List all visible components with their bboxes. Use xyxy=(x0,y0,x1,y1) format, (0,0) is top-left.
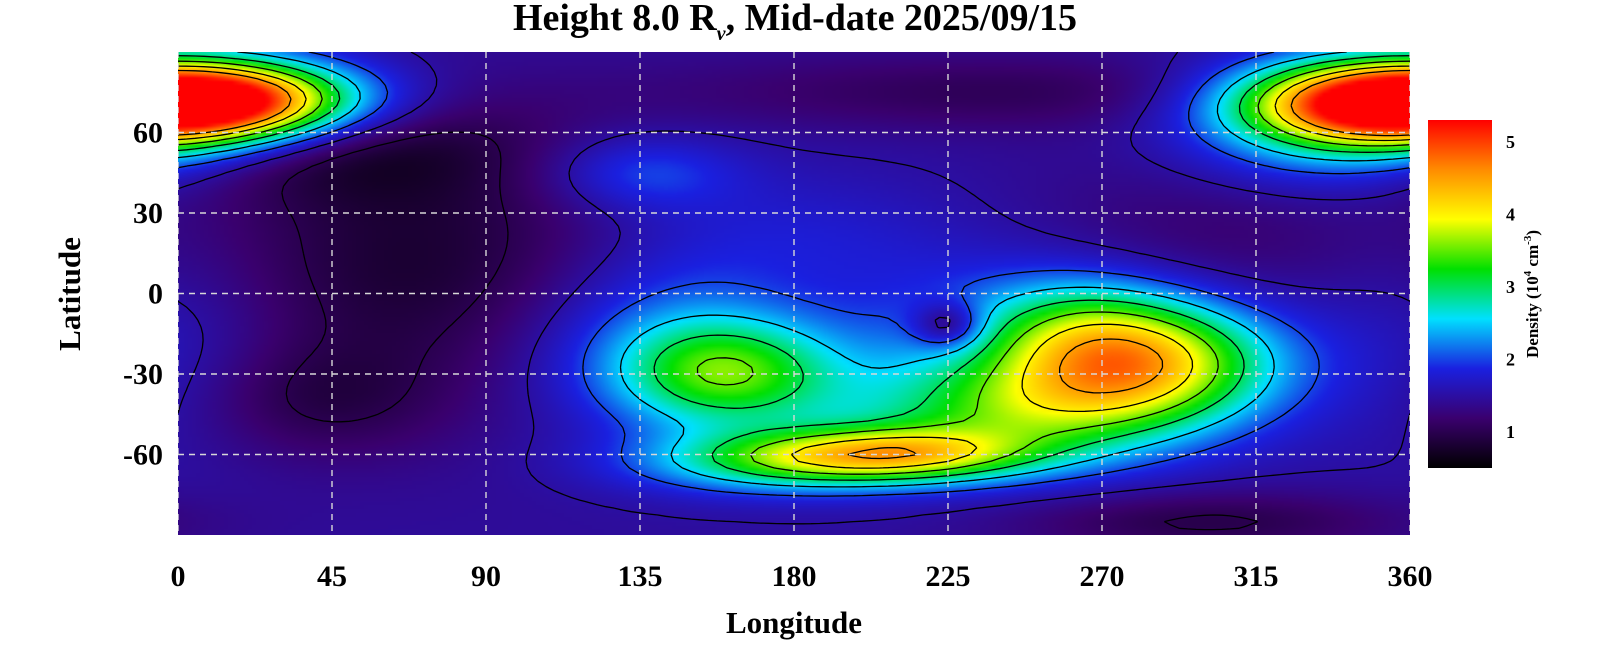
x-tick-label-3: 135 xyxy=(618,560,663,593)
x-tick-label-5: 225 xyxy=(926,560,971,593)
y-axis-ticks: 60 30 0 -30 -60 xyxy=(123,117,163,472)
x-tick-label-1: 45 xyxy=(317,560,347,593)
y-tick-label-1: 30 xyxy=(133,197,163,230)
colorbar-tick-label-2: 3 xyxy=(1506,277,1515,297)
contour-level-0 xyxy=(281,131,1258,531)
contour-level-1 xyxy=(178,52,1410,525)
colorbar-tick-label-0: 1 xyxy=(1506,422,1515,442)
y-tick-label-3: -30 xyxy=(123,358,163,391)
colorbar-tick-label-4: 5 xyxy=(1506,132,1515,152)
gridlines xyxy=(178,52,1410,535)
colorbar-tick-label-1: 2 xyxy=(1506,349,1515,369)
chart-title: Height 8.0 Rv, Mid-date 2025/09/15 xyxy=(513,0,1077,45)
colorbar-ticks: 1 2 3 4 5 xyxy=(1506,132,1515,442)
contour-level-4 xyxy=(178,55,1410,481)
contour-level-6 xyxy=(178,65,1410,469)
contour-level-5 xyxy=(178,60,1410,475)
y-tick-label-4: -60 xyxy=(123,439,163,472)
colorbar-swatch xyxy=(1428,120,1492,468)
y-axis-label: Latitude xyxy=(52,237,87,351)
x-axis-ticks: 0 45 90 135 180 225 270 315 360 xyxy=(171,560,1433,593)
x-tick-label-0: 0 xyxy=(171,560,186,593)
colorbar-label: Density (104 cm-3) xyxy=(1522,230,1542,358)
contour-level-7 xyxy=(178,69,1410,460)
x-tick-label-8: 360 xyxy=(1388,560,1433,593)
x-tick-label-7: 315 xyxy=(1234,560,1279,593)
plot-area xyxy=(178,52,1410,535)
y-tick-label-0: 60 xyxy=(133,117,163,150)
x-tick-label-6: 270 xyxy=(1080,560,1125,593)
y-tick-label-2: 0 xyxy=(148,278,163,311)
colorbar-tick-label-3: 4 xyxy=(1506,204,1515,224)
x-tick-label-4: 180 xyxy=(772,560,817,593)
contour-level-2 xyxy=(178,52,1410,497)
x-tick-label-2: 90 xyxy=(471,560,501,593)
colorbar: 1 2 3 4 5 Density (104 cm-3) xyxy=(1428,120,1542,468)
x-axis-label: Longitude xyxy=(726,605,862,640)
